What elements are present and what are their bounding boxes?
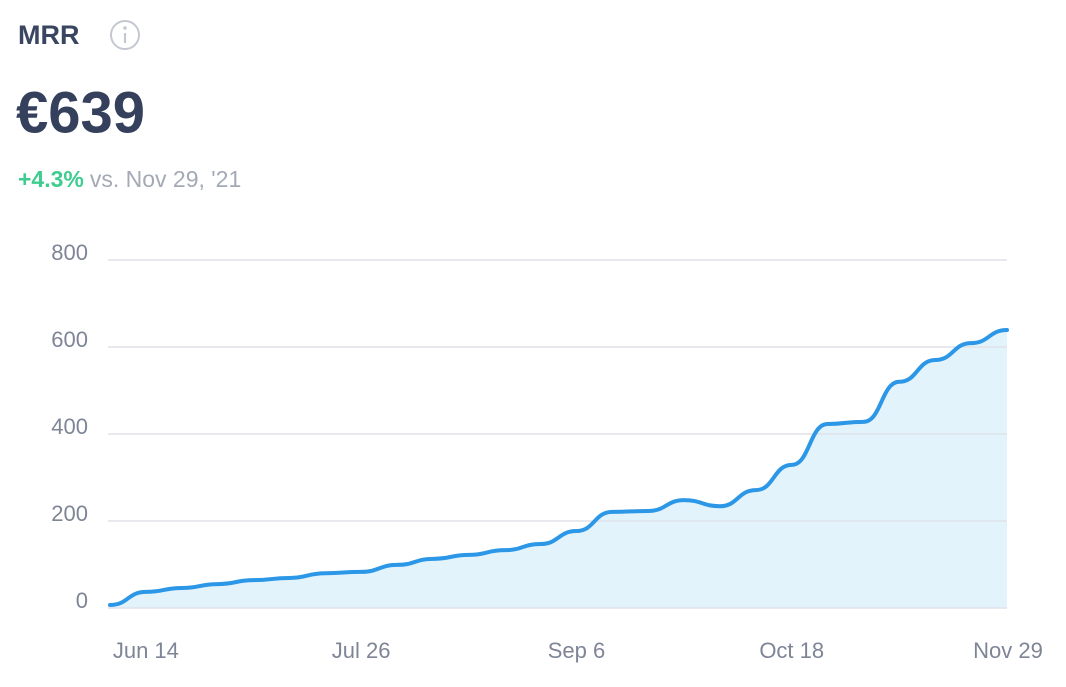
x-tick-label: Nov 29 (973, 638, 1043, 663)
x-tick-label: Jun 14 (113, 638, 179, 663)
metric-comparison: vs. Nov 29, '21 (90, 166, 241, 192)
metric-value: €639 (16, 80, 145, 145)
metric-label: MRR (18, 20, 80, 50)
x-tick-label: Oct 18 (759, 638, 824, 663)
y-tick-label: 400 (51, 414, 88, 439)
line (108, 328, 1009, 607)
info-icon[interactable] (110, 20, 140, 50)
y-tick-label: 800 (51, 240, 88, 265)
x-tick-label: Jul 26 (332, 638, 391, 663)
area-fill (110, 330, 1007, 608)
y-tick-label: 600 (51, 327, 88, 352)
x-tick-label: Sep 6 (548, 638, 606, 663)
y-tick-label: 200 (51, 501, 88, 526)
metric-change: +4.3% (18, 166, 84, 192)
plot: 0 200 400 600 800 Jun 14 Jul 26 Sep 6 Oct 18 Nov … (51, 240, 1043, 663)
metric-change-line: +4.3% vs. Nov 29, '21 (18, 166, 241, 192)
y-tick-label: 0 (76, 588, 88, 613)
